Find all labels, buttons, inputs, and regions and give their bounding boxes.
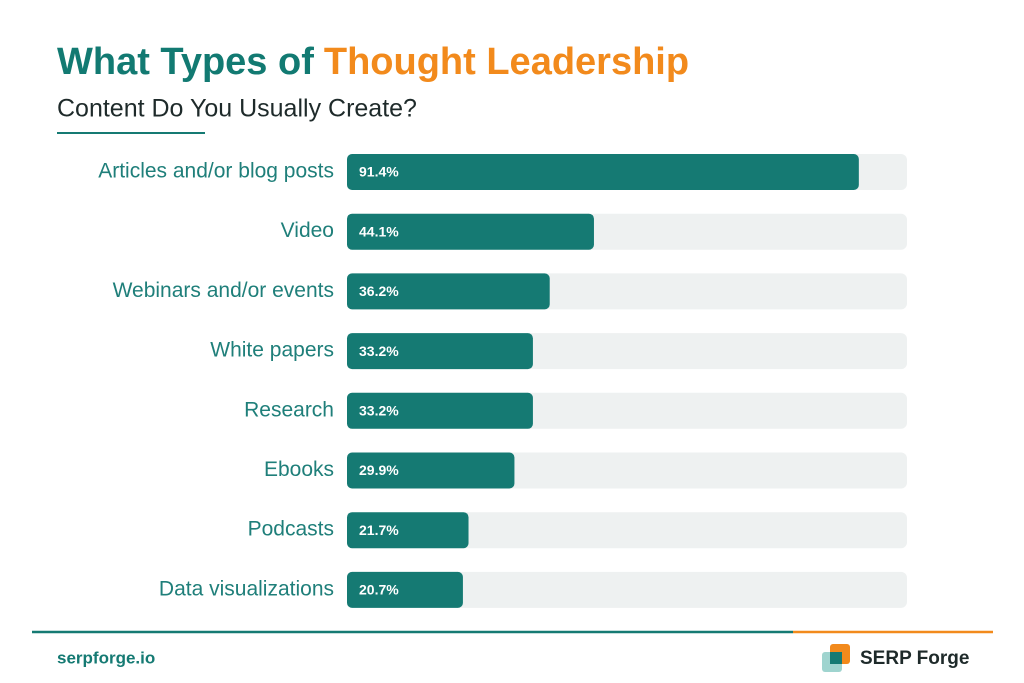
value-label: 36.2% (359, 283, 399, 299)
value-label: 33.2% (359, 343, 399, 359)
logo-square (830, 652, 842, 664)
category-label: Data visualizations (159, 577, 334, 600)
bar (347, 273, 550, 310)
category-label: White papers (210, 339, 334, 362)
bar (347, 571, 463, 608)
category-label: Ebooks (264, 458, 334, 481)
brand-logo (822, 644, 850, 672)
category-label: Video (281, 219, 334, 242)
value-label: 20.7% (359, 582, 399, 598)
value-label: 29.9% (359, 462, 399, 478)
bar (347, 452, 515, 489)
category-label: Webinars and/or events (113, 279, 334, 302)
value-label: 44.1% (359, 223, 399, 239)
bar (347, 213, 594, 250)
bar-track (347, 512, 907, 549)
footer-brand: SERP Forge (860, 648, 969, 669)
category-label: Podcasts (248, 518, 334, 541)
footer-site: serpforge.io (57, 648, 155, 667)
chart-title: What Types of Thought Leadership (57, 41, 689, 83)
bar (347, 392, 533, 429)
value-label: 33.2% (359, 403, 399, 419)
bar (347, 333, 533, 370)
category-label: Articles and/or blog posts (98, 160, 334, 183)
bar (347, 154, 859, 190)
bar (347, 512, 469, 549)
value-label: 21.7% (359, 522, 399, 538)
bar-track (347, 571, 907, 608)
value-label: 91.4% (359, 164, 399, 180)
chart-subtitle: Content Do You Usually Create? (57, 95, 417, 123)
title-part: What Types of (57, 41, 314, 83)
category-label: Research (244, 398, 334, 421)
title-part: Thought Leadership (324, 41, 689, 83)
